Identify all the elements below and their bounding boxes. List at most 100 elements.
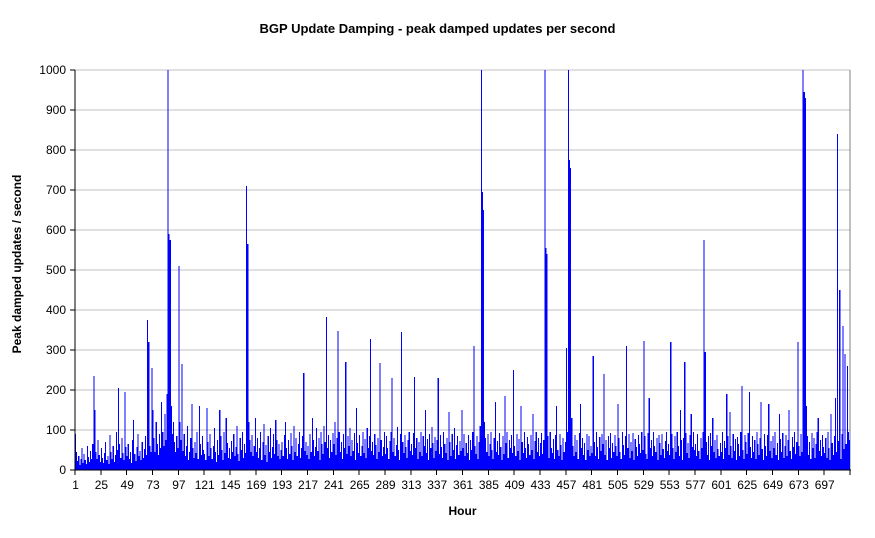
bar [803,92,805,470]
bar [349,428,351,470]
bar [623,454,626,470]
bar [536,452,538,470]
bar [570,168,572,470]
bar [360,456,362,470]
y-tick-labels: 0 100 200 300 400 500 600 700 800 900 1000 [39,63,66,477]
bar [749,446,751,470]
bar [518,438,520,470]
bar [110,452,112,470]
bar [734,438,736,470]
bar [95,452,97,470]
bar [746,454,748,470]
bar [415,448,417,470]
bar [603,374,605,470]
bar [111,458,113,470]
bar [627,448,629,470]
bar [644,436,646,470]
bar [668,444,670,470]
bar [364,438,366,470]
bar [617,404,619,470]
bar [204,454,206,470]
bar [85,464,87,470]
bar [544,70,546,470]
bar [381,456,383,470]
bar [219,410,221,470]
bar [195,453,197,470]
bar [633,460,635,470]
bar [597,446,599,470]
bar [188,460,190,470]
bar [438,454,440,470]
bar [662,449,664,470]
bar [428,460,430,470]
bar [567,70,570,470]
bar [396,426,398,470]
y-tick-label: 500 [46,263,66,277]
x-tick-label: 169 [246,478,266,492]
bar [317,450,319,470]
bar [732,434,734,470]
bar [262,442,264,470]
bar [114,454,116,470]
bar [140,460,142,470]
bar [790,458,792,470]
bar [192,448,194,470]
bar [557,450,559,470]
bar [241,432,243,470]
bar [412,433,415,470]
bar [628,434,630,470]
bar [102,462,105,470]
bar [398,460,401,470]
bar [498,454,500,470]
bar [521,442,523,470]
bar [336,438,338,470]
bar [653,432,655,470]
bar [654,446,656,470]
bar [160,448,162,470]
bar [501,460,503,470]
bar [355,408,358,470]
bar [813,438,815,470]
bar [506,432,508,470]
bar [571,418,573,470]
bar [685,433,687,470]
bar [477,458,479,470]
bar [329,458,331,470]
bar [375,445,377,470]
bar [827,432,829,470]
bar [231,441,233,470]
bar [720,452,722,470]
bar [739,456,741,470]
bar [579,404,581,470]
bar [547,436,549,470]
bar [598,458,600,470]
x-tick-label: 217 [298,478,318,492]
x-tick-label: 145 [221,478,241,492]
bar [768,404,770,470]
bar [186,426,189,470]
bar [295,438,297,470]
bar [702,432,704,470]
bar [738,444,740,470]
bar [665,432,668,470]
bar [308,458,310,470]
y-tick-label: 900 [46,103,66,117]
bar [569,160,571,470]
bar [795,454,797,470]
bar [824,453,826,470]
bar [537,438,539,470]
bar [127,444,129,470]
bar [388,458,390,470]
x-tick-label: 649 [763,478,783,492]
bar [86,446,88,470]
bar [519,460,521,470]
bar [88,462,91,470]
bar [770,441,772,470]
bar [808,454,810,470]
bar [181,364,183,470]
bar [259,448,261,470]
bar [410,444,412,470]
bar [667,450,669,470]
bar [175,452,177,470]
bar [130,462,133,470]
